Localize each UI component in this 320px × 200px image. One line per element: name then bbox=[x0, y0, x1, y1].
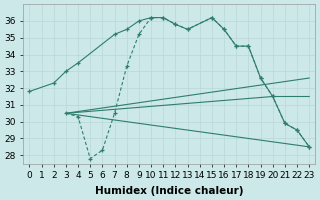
X-axis label: Humidex (Indice chaleur): Humidex (Indice chaleur) bbox=[95, 186, 244, 196]
